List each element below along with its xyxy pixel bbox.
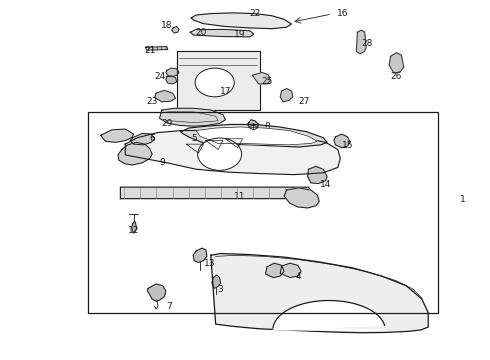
Polygon shape: [180, 125, 327, 147]
Text: 15: 15: [342, 141, 353, 150]
Text: 17: 17: [220, 86, 231, 95]
Text: 11: 11: [234, 192, 246, 201]
Text: 24: 24: [154, 72, 165, 81]
Circle shape: [195, 68, 234, 97]
Text: 6: 6: [149, 134, 155, 143]
Polygon shape: [132, 221, 137, 233]
Polygon shape: [121, 187, 313, 199]
Polygon shape: [155, 90, 175, 102]
Polygon shape: [193, 248, 207, 262]
Polygon shape: [191, 13, 292, 29]
Text: 20: 20: [196, 28, 207, 37]
Text: 7: 7: [167, 302, 172, 311]
Polygon shape: [172, 27, 179, 33]
Text: 3: 3: [218, 285, 223, 294]
Polygon shape: [356, 30, 366, 54]
Polygon shape: [118, 142, 152, 165]
Text: 23: 23: [147, 97, 158, 106]
Text: 8: 8: [264, 122, 270, 131]
Polygon shape: [159, 108, 225, 126]
Polygon shape: [252, 72, 270, 84]
Text: 27: 27: [298, 96, 309, 105]
Polygon shape: [147, 284, 166, 301]
Text: 4: 4: [296, 272, 301, 281]
Text: 13: 13: [203, 259, 215, 268]
Text: 1: 1: [460, 195, 465, 204]
Text: 18: 18: [161, 21, 172, 30]
Text: 26: 26: [391, 72, 402, 81]
Text: 5: 5: [191, 134, 196, 143]
Text: 14: 14: [320, 180, 331, 189]
Polygon shape: [280, 263, 301, 278]
Polygon shape: [166, 76, 176, 84]
Polygon shape: [190, 30, 254, 37]
Polygon shape: [101, 129, 134, 142]
Text: 25: 25: [261, 77, 272, 86]
Polygon shape: [308, 166, 327, 184]
Text: 2: 2: [208, 150, 214, 159]
Text: 28: 28: [362, 39, 373, 48]
Polygon shape: [284, 188, 319, 208]
Polygon shape: [176, 51, 260, 110]
Text: 12: 12: [128, 226, 139, 235]
Polygon shape: [166, 68, 179, 77]
Text: 9: 9: [159, 158, 165, 167]
Text: 22: 22: [249, 9, 260, 18]
Polygon shape: [266, 263, 284, 278]
Polygon shape: [334, 134, 350, 148]
Polygon shape: [273, 301, 385, 330]
Polygon shape: [247, 120, 259, 130]
Polygon shape: [125, 131, 340, 175]
Polygon shape: [212, 275, 220, 288]
Text: 16: 16: [337, 9, 348, 18]
Text: 29: 29: [161, 119, 172, 128]
Polygon shape: [196, 127, 318, 145]
Bar: [88, 112, 438, 314]
Polygon shape: [211, 253, 428, 333]
Text: 21: 21: [144, 46, 155, 55]
Polygon shape: [280, 89, 293, 102]
Text: 19: 19: [234, 30, 246, 39]
Polygon shape: [130, 134, 155, 145]
Circle shape: [197, 138, 242, 170]
Text: 10: 10: [291, 192, 302, 201]
Polygon shape: [389, 53, 404, 73]
Polygon shape: [146, 46, 168, 50]
